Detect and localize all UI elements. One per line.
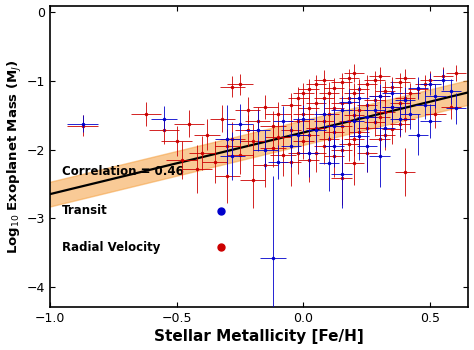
- Text: Transit: Transit: [62, 204, 108, 217]
- Y-axis label: Log$_{10}$ Exoplanet Mass (M$_{J}$): Log$_{10}$ Exoplanet Mass (M$_{J}$): [6, 59, 24, 254]
- Text: Radial Velocity: Radial Velocity: [62, 240, 161, 253]
- X-axis label: Stellar Metallicity [Fe/H]: Stellar Metallicity [Fe/H]: [154, 329, 364, 344]
- Text: Correlation = 0.46: Correlation = 0.46: [62, 165, 184, 178]
